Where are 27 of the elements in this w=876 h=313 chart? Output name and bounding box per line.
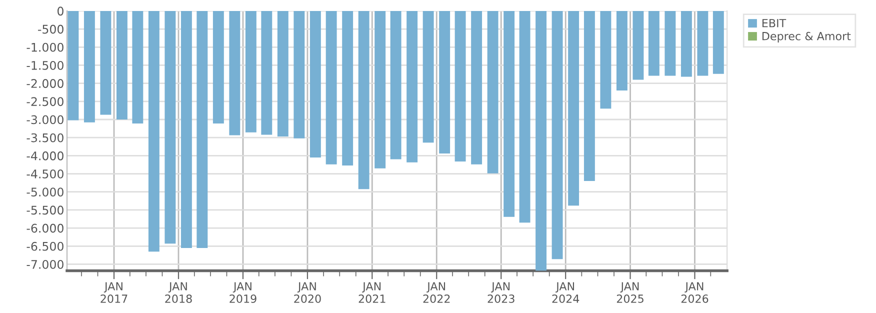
x-tick-label: JAN 2017 [100,282,128,303]
y-tick-label: -6.000 [26,224,64,233]
x-tick-label: JAN 2021 [358,282,386,303]
x-tick-label: JAN 2024 [552,282,580,303]
y-tick-label: 0 [58,6,64,16]
y-tick-label: -1.000 [26,42,64,52]
x-tick-label: JAN 2023 [488,282,514,303]
x-tick-label: JAN 2025 [616,282,644,303]
x-tick-label: JAN 2026 [681,282,708,303]
x-tick-label: JAN 2020 [294,282,321,303]
y-tick-label: -5.000 [26,188,64,197]
legend-label: Deprec & Amort [762,32,851,42]
y-tick-label: -7.000 [26,260,64,269]
y-tick-label: -2.000 [26,79,64,88]
x-tick-label: JAN 2022 [423,282,450,303]
y-tick-label: -6.500 [26,242,64,251]
y-tick-label: -4.500 [26,170,64,178]
y-tick-label: -5.500 [26,206,64,215]
x-tick-label: JAN 2018 [165,282,192,303]
y-tick-label: -2.500 [26,97,64,106]
x-tick-label: JAN 2019 [230,282,256,303]
y-tick-label: -4.000 [26,151,64,160]
y-tick-label: -1.500 [26,60,64,70]
y-tick-label: -3.500 [26,133,64,142]
y-tick-label: -3.000 [26,115,64,124]
legend-label: EBIT [762,19,786,28]
y-tick-label: -500 [38,24,64,34]
